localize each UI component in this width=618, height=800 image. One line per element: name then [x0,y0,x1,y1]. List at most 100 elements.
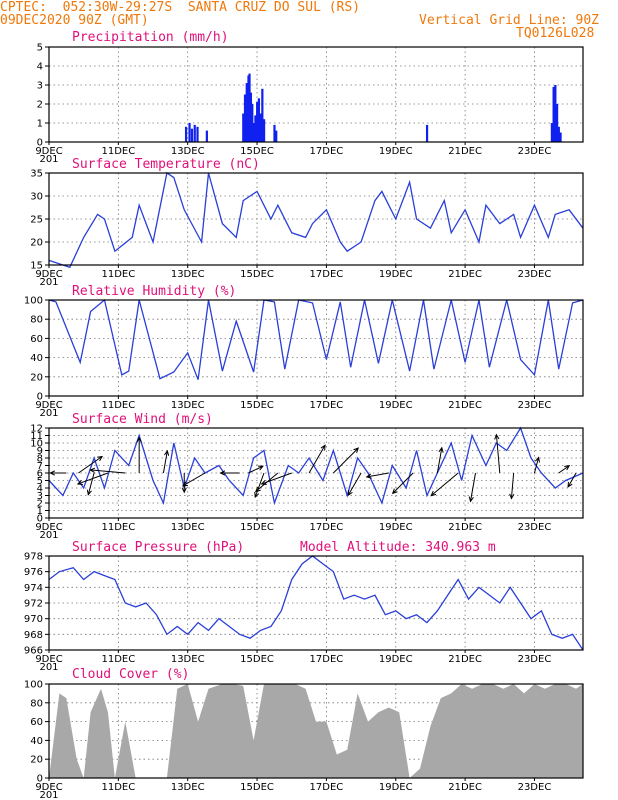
wind-arrow-head [260,480,267,485]
x-tick-label: 13DEC [171,146,205,157]
wind-arrow-head [181,481,188,487]
y-tick-label: 4 [37,484,43,495]
wind-arrow [347,472,362,497]
y-tick-label: 5 [37,476,43,487]
precip-bar [242,113,245,142]
wind-arrow-head [76,480,83,485]
wind-arrow-shaft [392,472,414,494]
panel-4 [45,555,584,653]
x-tick-label: 11DEC [101,146,135,157]
wind-arrow [162,449,170,474]
panel-title: Surface Wind (m/s) [72,412,213,427]
y-tick-label: 3 [37,81,43,92]
x-tick-label: 15DEC [240,146,274,157]
wind-arrow-head [89,467,96,473]
wind-arrow [181,473,187,494]
wind-arrow-head [86,489,92,496]
wind-arrow [181,472,206,487]
panel-title: Surface Temperature (nC) [72,157,260,172]
wind-arrow-shaft [254,472,265,498]
header-location: CPTEC: 052:30W-29:27S SANTA CRUZ DO SUL … [0,0,361,15]
x-tick-label: 19DEC [379,146,413,157]
x-tick-label: 11DEC [101,269,135,280]
wind-arrow-shaft [182,472,206,487]
x-tick-label: 15DEC [240,400,274,411]
x-tick-label: 19DEC [379,269,413,280]
header-grid-note: Vertical Grid Line: 90Z [419,13,600,28]
x-clipped-year: 201 [39,277,58,288]
wind-arrow [260,472,292,485]
panel-title: Cloud Cover (%) [72,667,189,682]
panel-0 [45,46,584,145]
y-tick-label: 20 [30,238,43,249]
x-tick-label: 19DEC [379,400,413,411]
series-line [48,171,584,269]
x-tick-label: 23DEC [518,269,552,280]
wind-arrow-shaft [430,472,459,497]
wind-arrow [391,472,414,495]
y-tick-label: 9 [37,446,43,457]
wind-arrow-head [567,481,573,488]
panel-frame [48,299,584,397]
wind-arrow-head [391,488,398,495]
x-tick-label: 23DEC [518,146,552,157]
wind-arrow-shaft [533,457,540,474]
panel-frame [48,46,584,143]
precip-bar [555,104,559,142]
wind-arrow-head [97,455,104,462]
panel-title: Surface Pressure (hPa) [72,540,244,555]
precip-bar [275,130,278,142]
x-tick-label: 21DEC [448,654,482,665]
wind-arrow [468,472,476,503]
x-tick-label: 9DEC [35,522,62,533]
panel-5 [45,683,584,781]
wind-arrow [76,472,109,485]
wind-arrow-head [430,490,437,497]
y-tick-label: 8 [37,454,43,465]
wind-arrow-shaft [470,472,476,502]
x-clipped-year: 201 [39,154,58,165]
wind-arrow-shaft [78,456,103,474]
wind-arrow-head [219,470,226,476]
precip-bar [245,83,248,142]
wind-arrow-head [365,473,372,479]
panel-title: Relative Humidity (%) [72,284,236,299]
wind-arrow-head [494,433,500,440]
wind-arrow-shaft [87,472,95,495]
x-tick-label: 19DEC [379,522,413,533]
wind-arrow-head [438,446,444,453]
y-tick-label: 970 [24,614,43,625]
wind-arrow-head [468,496,474,503]
wind-arrow-shaft [510,472,515,499]
y-tick-label: 80 [30,315,43,326]
y-tick-label: 2 [37,100,43,111]
series-line [48,298,584,380]
x-tick-label: 23DEC [518,400,552,411]
x-clipped-year: 201 [39,530,58,541]
x-tick-label: 9DEC [35,782,62,793]
y-tick-label: 20 [30,372,43,383]
x-tick-label: 15DEC [240,522,274,533]
y-tick-label: 10 [30,439,43,450]
wind-arrow-shaft [436,447,443,474]
y-tick-label: 100 [24,680,43,691]
y-tick-label: 974 [24,583,43,594]
wind-arrow-shaft [77,472,109,485]
wind-arrow [494,433,501,474]
precip-bar [261,88,264,142]
precip-bar [254,115,257,142]
wind-arrow-head [181,487,187,494]
wind-arrow-head [534,456,541,463]
y-tick-label: 40 [30,736,43,747]
x-tick-label: 21DEC [448,522,482,533]
y-tick-label: 976 [24,567,43,578]
x-tick-label: 11DEC [101,400,135,411]
y-tick-label: 7 [37,461,43,472]
precip-bar [252,123,255,142]
y-tick-label: 978 [24,552,43,563]
precip-bar [249,92,253,142]
y-tick-label: 972 [24,599,43,610]
wind-arrow-head [254,492,260,499]
precip-bar [559,132,562,142]
precip-bar [205,130,208,142]
